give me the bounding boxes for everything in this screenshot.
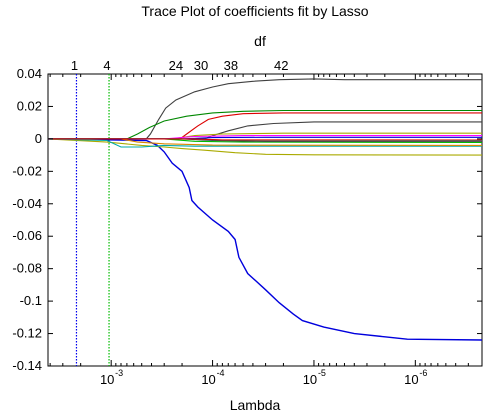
x-tick-label: 10 (404, 372, 418, 387)
y-tick-label: -0.08 (12, 261, 42, 276)
coefficient-path-6 (47, 138, 483, 156)
df-marker-lines (75, 74, 110, 366)
y-tick-label: -0.12 (12, 326, 42, 341)
coefficient-path-4 (48, 112, 482, 140)
y-tick-label: -0.14 (12, 358, 42, 373)
coefficient-path-3 (48, 109, 482, 140)
df-label: 42 (274, 58, 288, 73)
y-tick-label: 0.04 (17, 66, 42, 81)
coefficient-path-2 (48, 78, 482, 140)
df-label: 38 (224, 58, 238, 73)
coefficient-path-7 (47, 138, 482, 148)
coefficient-path-15 (48, 138, 483, 141)
x-axis-ticks: 10 -3 10 -4 10 -5 10 -6 (100, 368, 427, 387)
y-tick-label: -0.04 (12, 196, 42, 211)
x-tick-exponent: -5 (318, 368, 326, 378)
df-labels: 1 4 24 30 38 42 (71, 58, 289, 73)
y-tick-label: 0.02 (17, 98, 42, 113)
x-tick-label: 10 (100, 372, 114, 387)
top-axis-label: df (254, 33, 266, 49)
minor-ticks (49, 74, 469, 366)
coefficient-path-5 (48, 121, 482, 140)
df-label: 1 (71, 58, 78, 73)
series-lines (47, 78, 483, 341)
df-label: 24 (169, 58, 183, 73)
x-tick-label: 10 (201, 372, 215, 387)
df-label: 4 (103, 58, 110, 73)
y-tick-label: 0 (35, 131, 42, 146)
x-tick-exponent: -4 (217, 368, 225, 378)
y-tick-label: -0.02 (12, 163, 42, 178)
y-tick-label: -0.06 (12, 228, 42, 243)
y-axis-ticks: 0.04 0.02 0 -0.02 -0.04 -0.06 -0.08 -0.1 -0.12 -0… (12, 66, 482, 373)
plot-frame (47, 73, 483, 367)
chart-title: Trace Plot of coefficients fit by Lasso (141, 3, 368, 19)
y-tick-label: -0.1 (20, 293, 42, 308)
x-tick-label: 10 (303, 372, 317, 387)
coefficient-path-1 (47, 138, 483, 341)
df-label: 30 (194, 58, 208, 73)
x-tick-exponent: -3 (115, 368, 123, 378)
x-tick-exponent: -6 (419, 368, 427, 378)
x-axis-label: Lambda (230, 397, 281, 413)
